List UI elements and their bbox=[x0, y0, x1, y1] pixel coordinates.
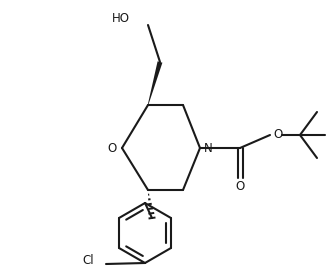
Text: O: O bbox=[273, 129, 282, 141]
Polygon shape bbox=[148, 61, 162, 105]
Text: HO: HO bbox=[112, 12, 130, 25]
Text: O: O bbox=[235, 180, 245, 193]
Text: N: N bbox=[204, 141, 213, 154]
Text: Cl: Cl bbox=[82, 255, 94, 268]
Text: O: O bbox=[108, 141, 117, 154]
